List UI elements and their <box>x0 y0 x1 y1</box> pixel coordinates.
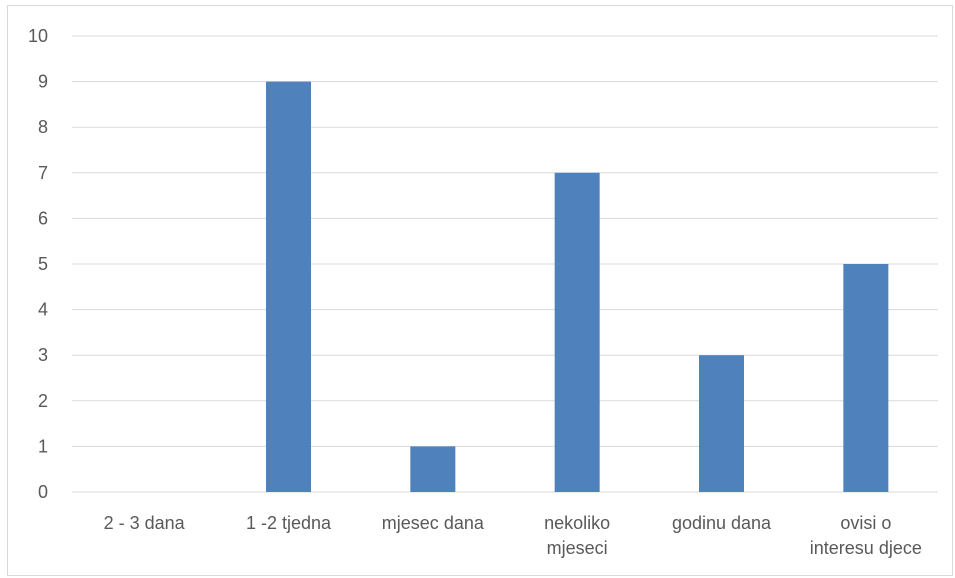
y-tick-label: 2 <box>38 391 48 411</box>
y-tick-label: 1 <box>38 436 48 456</box>
y-tick-label: 4 <box>38 300 48 320</box>
gridlines <box>72 35 938 493</box>
x-category-label: 1 -2 tjedna <box>246 513 332 533</box>
x-category-label: ovisi o interesu djece <box>810 513 922 558</box>
y-tick-label: 9 <box>38 72 48 92</box>
bar <box>410 446 456 492</box>
x-category-label: 2 - 3 dana <box>104 513 186 533</box>
x-category-label: godinu dana <box>672 513 772 533</box>
x-category-label: mjesec dana <box>382 513 485 533</box>
y-tick-label: 7 <box>38 163 48 183</box>
y-axis-tick-labels: 0 1 2 3 4 5 6 7 8 9 10 <box>28 26 48 502</box>
x-axis-category-labels: 2 - 3 dana 1 -2 tjedna mjesec dana nekoliko… <box>104 513 922 558</box>
y-tick-label: 0 <box>38 482 48 502</box>
y-tick-label: 3 <box>38 345 48 365</box>
x-category-label: nekoliko mjeseci <box>544 513 610 558</box>
bar <box>266 81 311 492</box>
bar <box>843 264 889 492</box>
y-tick-label: 5 <box>38 254 48 274</box>
chart-frame <box>7 5 953 576</box>
bar <box>699 355 744 492</box>
bars <box>266 81 889 493</box>
y-tick-label: 10 <box>28 26 48 46</box>
y-tick-label: 6 <box>38 208 48 228</box>
bar <box>554 172 600 493</box>
y-tick-label: 8 <box>38 117 48 137</box>
